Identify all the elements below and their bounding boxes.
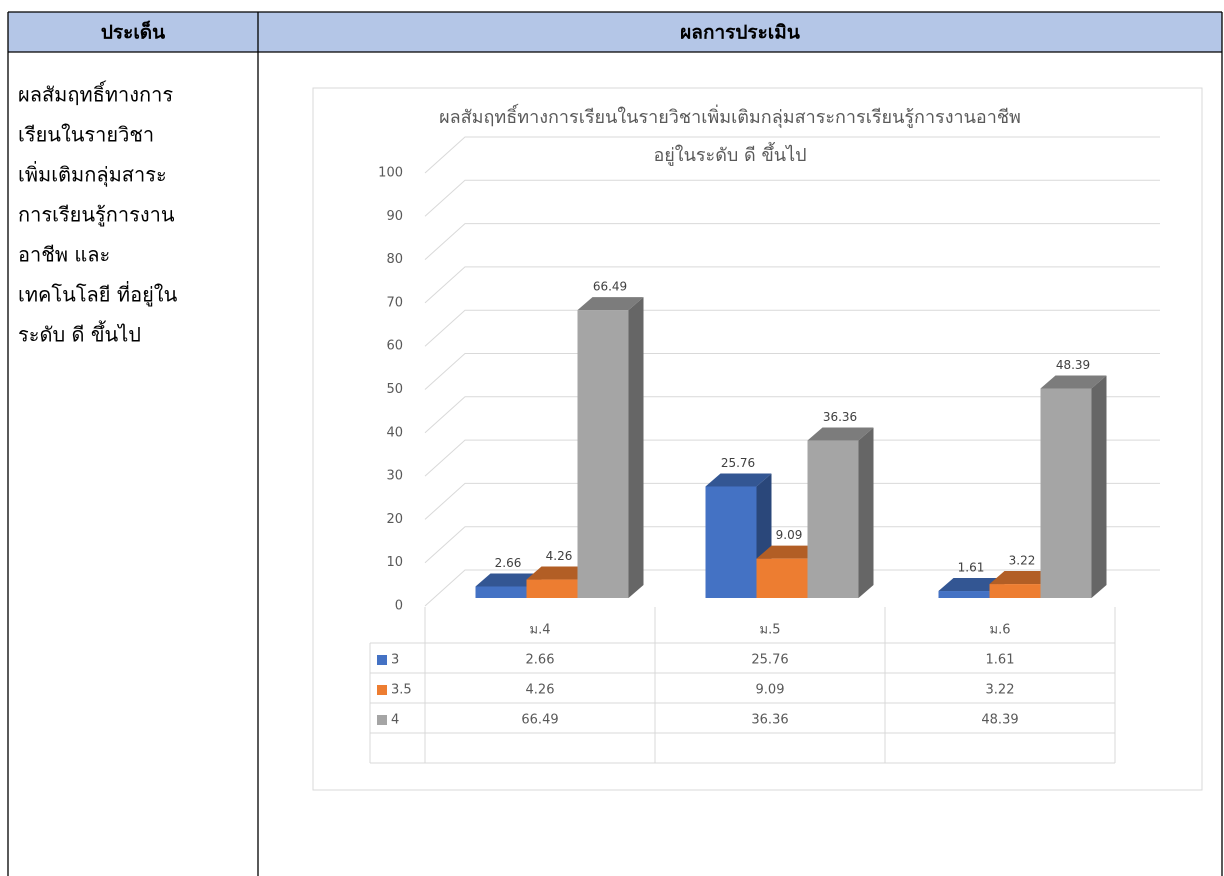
header-cell: ผลการประเมิน <box>680 22 800 44</box>
data-label: 2.66 <box>495 556 522 570</box>
grid-line <box>424 179 1160 217</box>
table-value: 25.76 <box>751 653 788 668</box>
table-value: 66.49 <box>521 713 558 728</box>
bar-top <box>577 297 644 311</box>
chart-title: อยู่ในระดับ ดี ขึ้นไป <box>653 142 806 166</box>
grid-line <box>424 266 1160 304</box>
bar-top <box>989 571 1056 585</box>
topic-text: ระดับ ดี ขึ้นไป <box>18 321 141 347</box>
legend-swatch <box>377 685 387 695</box>
legend-label: 3 <box>391 653 399 668</box>
bar-top <box>756 545 823 559</box>
data-label: 36.36 <box>823 410 857 424</box>
bar <box>577 310 629 598</box>
topic-text: เทคโนโลยี ที่อยู่ใน <box>18 281 178 308</box>
legend-label: 3.5 <box>391 683 412 698</box>
legend-swatch <box>377 655 387 665</box>
grid-line <box>424 526 1160 564</box>
bar-top <box>475 573 542 587</box>
y-tick-label: 40 <box>386 425 403 440</box>
chart-title: ผลสัมฤทธิ์ทางการเรียนในรายวิชาเพิ่มเติมก… <box>439 103 1021 128</box>
bar-top <box>705 473 772 487</box>
data-label: 66.49 <box>593 280 627 294</box>
bar <box>1040 388 1092 598</box>
topic-text: เพิ่มเติมกลุ่มสาระ <box>18 161 167 188</box>
x-tick-label: ม.4 <box>530 623 551 638</box>
bar <box>989 584 1041 598</box>
table-value: 36.36 <box>751 713 788 728</box>
bar <box>807 440 859 598</box>
topic-text: ผลสัมฤทธิ์ทางการ <box>18 80 173 107</box>
data-label: 3.22 <box>1009 554 1036 568</box>
y-tick-label: 10 <box>386 555 403 570</box>
bar <box>756 558 808 598</box>
grid-line <box>424 569 1160 607</box>
data-label: 4.26 <box>546 549 573 563</box>
data-label: 25.76 <box>721 456 755 470</box>
grid-line <box>424 439 1160 477</box>
grid-line <box>424 309 1160 347</box>
y-tick-label: 80 <box>386 252 403 267</box>
y-tick-label: 30 <box>386 469 403 484</box>
grid-line <box>424 396 1160 434</box>
data-label: 1.61 <box>958 561 985 575</box>
data-label: 9.09 <box>776 528 803 542</box>
header-fill <box>8 12 1222 52</box>
bar <box>938 591 990 598</box>
table-value: 1.61 <box>986 653 1015 668</box>
y-tick-label: 60 <box>386 339 403 354</box>
data-label: 48.39 <box>1056 358 1090 372</box>
grid-line <box>424 223 1160 260</box>
table-value: 3.22 <box>986 683 1015 698</box>
header-cell: ประเด็น <box>101 20 165 44</box>
table-value: 2.66 <box>526 653 555 668</box>
y-tick-label: 70 <box>386 295 403 310</box>
table-lines <box>7 11 1223 876</box>
bar <box>705 486 757 598</box>
topic-text: เรียนในรายวิชา <box>18 123 154 147</box>
bar-side <box>858 427 874 598</box>
bar-top <box>526 566 593 580</box>
x-tick-label: ม.5 <box>760 623 781 638</box>
legend-label: 4 <box>391 713 399 728</box>
bar-top <box>1040 375 1107 389</box>
bar-side <box>1091 375 1107 598</box>
table-value: 4.26 <box>526 683 555 698</box>
table-value: 48.39 <box>981 713 1018 728</box>
bar-top <box>807 427 874 441</box>
bar-top <box>938 578 1005 592</box>
y-tick-label: 90 <box>386 209 403 224</box>
bar <box>526 579 578 598</box>
bar-side <box>628 297 644 598</box>
grid-line <box>424 353 1160 390</box>
legend-swatch <box>377 715 387 725</box>
grid-line <box>424 136 1160 174</box>
y-tick-label: 0 <box>395 599 403 614</box>
x-tick-label: ม.6 <box>990 623 1011 638</box>
topic-text: อาชีพ และ <box>18 243 110 267</box>
grid-line <box>424 482 1160 520</box>
y-tick-label: 100 <box>378 166 403 181</box>
bar <box>475 586 527 598</box>
table-value: 9.09 <box>756 683 785 698</box>
y-tick-label: 20 <box>386 512 403 527</box>
topic-text: การเรียนรู้การงาน <box>18 203 175 228</box>
y-tick-label: 50 <box>386 382 403 397</box>
